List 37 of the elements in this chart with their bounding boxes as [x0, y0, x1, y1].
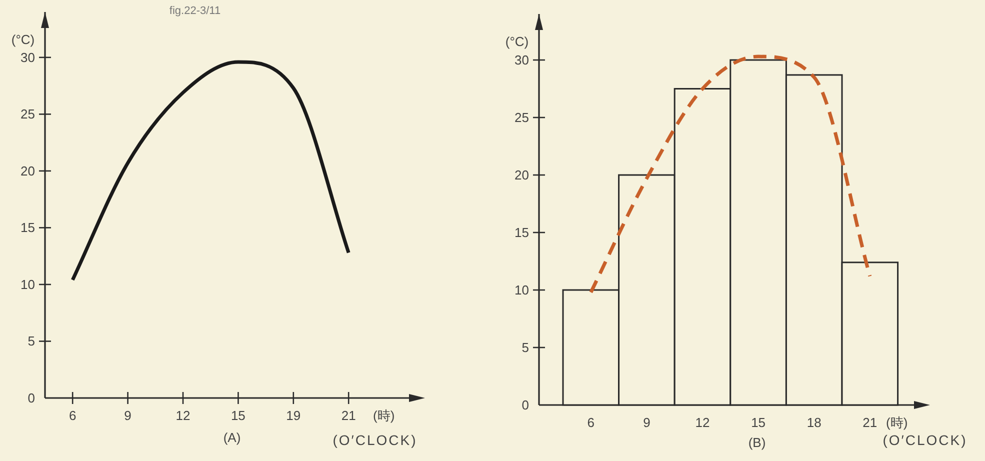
y-tick-label: 30 [514, 52, 529, 68]
y-tick-label: 15 [20, 220, 35, 236]
x-tick-label: 12 [695, 415, 710, 430]
text: (O′CLOCK) [332, 432, 418, 448]
y-tick-label: 10 [20, 276, 35, 292]
y-tick-label: 20 [514, 168, 529, 182]
y-tick-label: 30 [20, 50, 35, 65]
text: (B) [748, 435, 766, 450]
x-tick-label: 21 [341, 408, 356, 423]
y-tick-label: 5 [28, 334, 35, 349]
x-tick-label: 9 [643, 415, 650, 430]
y-tick-label: 0 [522, 398, 529, 412]
annotation: fig.22-3/11 [169, 5, 221, 17]
x-tick-label: 15 [751, 415, 766, 430]
x-tick-label: 6 [68, 408, 76, 423]
y-tick-label: 20 [20, 163, 35, 178]
x-tick-label: 15 [230, 408, 246, 423]
x-tick-label: 18 [806, 415, 822, 430]
x-tick-label: 12 [176, 408, 190, 423]
text: (A) [223, 430, 241, 445]
text: (O′CLOCK) [882, 432, 968, 448]
x-axis-title: (時) [373, 408, 395, 423]
x-axis-title: (時) [886, 415, 908, 430]
line-series [70, 60, 350, 282]
y-tick-label: 10 [514, 282, 529, 298]
y-axis-title: (°C) [11, 32, 35, 47]
y-tick-label: 15 [514, 225, 529, 240]
line-series [589, 54, 872, 294]
y-tick-label: 25 [20, 106, 35, 122]
x-tick-label: 9 [124, 408, 132, 423]
x-tick-label: 19 [286, 408, 301, 423]
y-tick-label: 5 [522, 340, 529, 355]
x-tick-label: 21 [862, 415, 878, 430]
x-tick-label: 6 [587, 415, 595, 430]
y-tick-label: 0 [28, 390, 35, 406]
y-tick-label: 25 [514, 110, 529, 125]
y-axis-title: (°C) [505, 34, 529, 49]
